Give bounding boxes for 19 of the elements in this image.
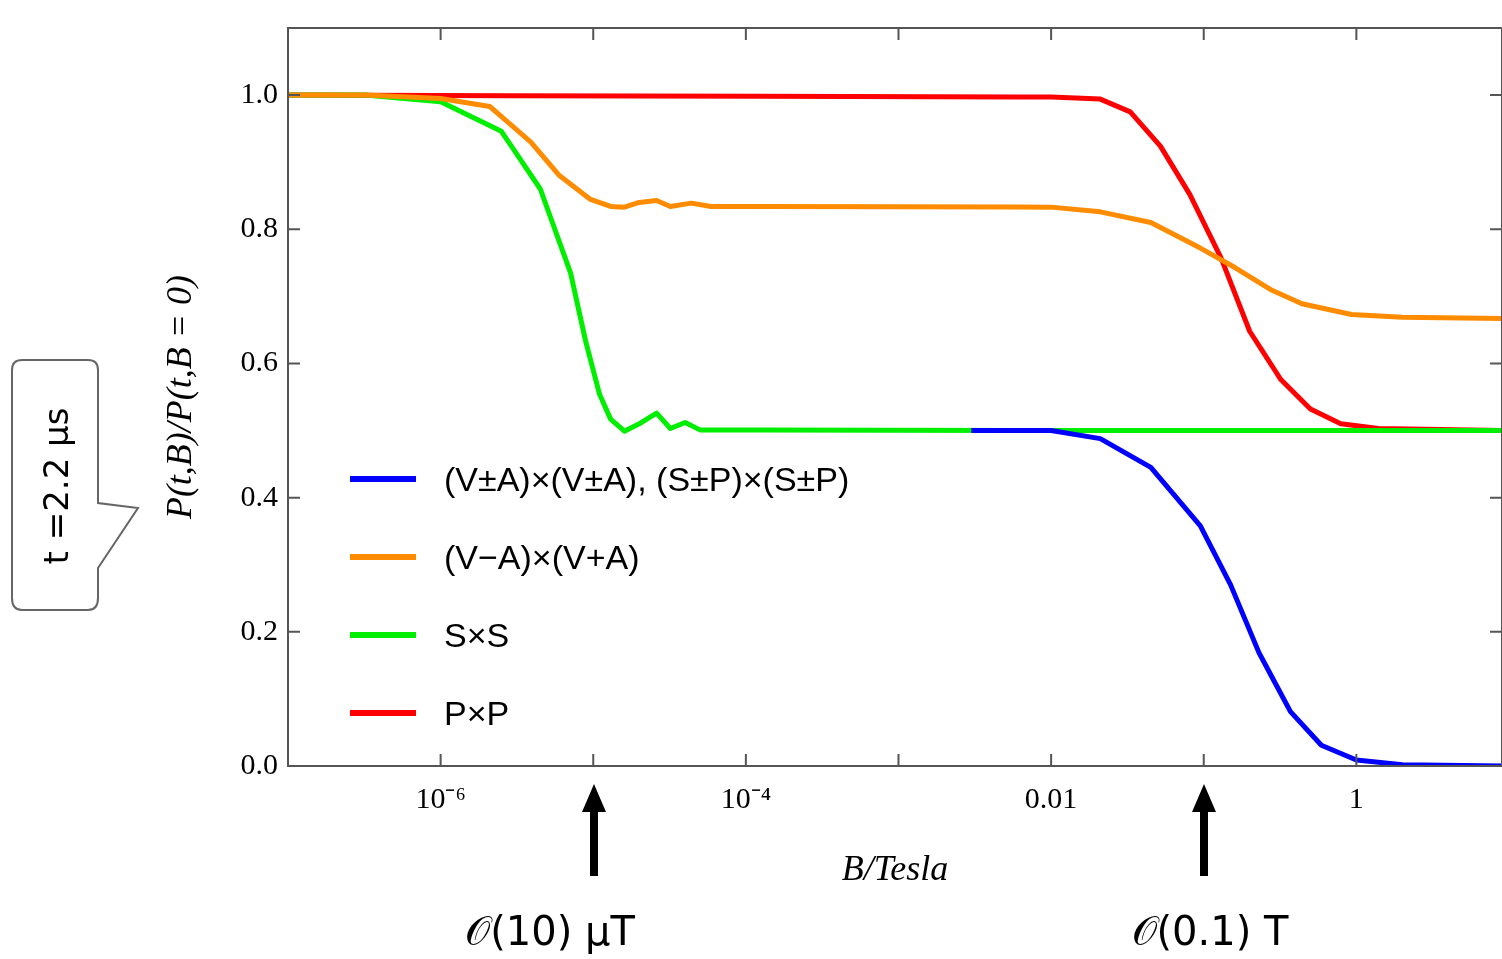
- legend-label: P×P: [444, 693, 510, 733]
- y-tick-label: 0.0: [240, 746, 278, 780]
- x-tick-label: 10⁻⁴: [720, 780, 772, 814]
- x-tick-label: 1: [1348, 780, 1364, 814]
- x-tick-label: 0.01: [1024, 780, 1078, 814]
- text: 𝒪(10) μT: [464, 908, 636, 955]
- y-tick-label: 0.2: [240, 612, 278, 646]
- y-tick-label: 1.0: [240, 75, 278, 109]
- x-axis-title: B/Tesla: [841, 847, 949, 888]
- y-tick-label: 0.4: [240, 478, 278, 512]
- legend-label: (V−A)×(V+A): [444, 537, 640, 577]
- y-tick-label: 0.6: [240, 344, 278, 378]
- x-tick-label: 10⁻⁶: [415, 780, 466, 814]
- legend-label: (V±A)×(V±A), (S±P)×(S±P): [444, 459, 850, 499]
- y-axis-title: P(t,B)/P(t,B = 0): [159, 274, 200, 521]
- text: t =2.2 μs: [36, 407, 76, 565]
- y-tick-label: 0.8: [240, 210, 278, 244]
- legend-label: S×S: [444, 615, 510, 655]
- text: 𝒪(0.1) T: [1130, 908, 1290, 955]
